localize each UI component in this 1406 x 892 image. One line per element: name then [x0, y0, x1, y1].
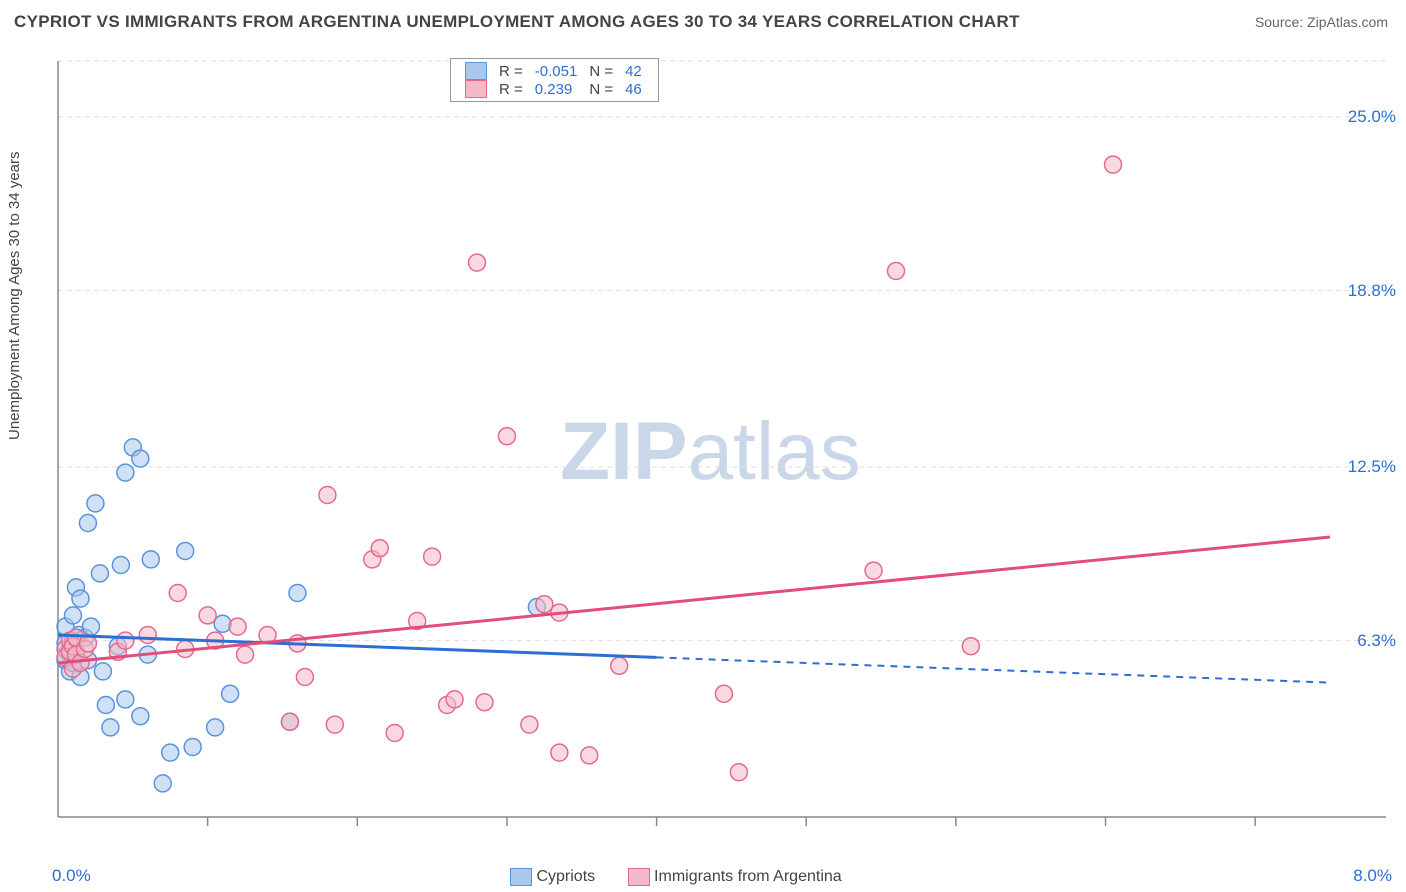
swatch-cypriots: [465, 62, 487, 80]
y-tick-label: 6.3%: [1357, 631, 1396, 651]
swatch-argentina: [465, 80, 487, 98]
swatch-argentina: [628, 868, 650, 886]
n-label: N =: [583, 80, 619, 98]
legend-label-argentina: Immigrants from Argentina: [654, 868, 842, 885]
n-value-cypriots: 42: [619, 62, 648, 80]
y-tick-label: 18.8%: [1348, 281, 1396, 301]
y-tick-label: 12.5%: [1348, 457, 1396, 477]
legend-label-cypriots: Cypriots: [536, 868, 595, 885]
r-label: R =: [493, 62, 529, 80]
r-value-argentina: 0.239: [529, 80, 584, 98]
r-label: R =: [493, 80, 529, 98]
x-tick-min: 0.0%: [52, 866, 91, 886]
source-label: Source: ZipAtlas.com: [1255, 14, 1388, 30]
x-tick-max: 8.0%: [1353, 866, 1392, 886]
y-axis-label: Unemployment Among Ages 30 to 34 years: [6, 151, 23, 440]
legend-row-argentina: R = 0.239 N = 46: [459, 80, 648, 98]
swatch-cypriots: [510, 868, 532, 886]
r-value-cypriots: -0.051: [529, 62, 584, 80]
correlation-legend: R = -0.051 N = 42 R = 0.239 N = 46: [450, 58, 659, 102]
series-legend: Cypriots Immigrants from Argentina: [510, 868, 870, 886]
chart-title: CYPRIOT VS IMMIGRANTS FROM ARGENTINA UNE…: [14, 12, 1020, 32]
n-value-argentina: 46: [619, 80, 648, 98]
n-label: N =: [583, 62, 619, 80]
legend-row-cypriots: R = -0.051 N = 42: [459, 62, 648, 80]
scatter-plot: [50, 55, 1390, 855]
y-tick-label: 25.0%: [1348, 107, 1396, 127]
